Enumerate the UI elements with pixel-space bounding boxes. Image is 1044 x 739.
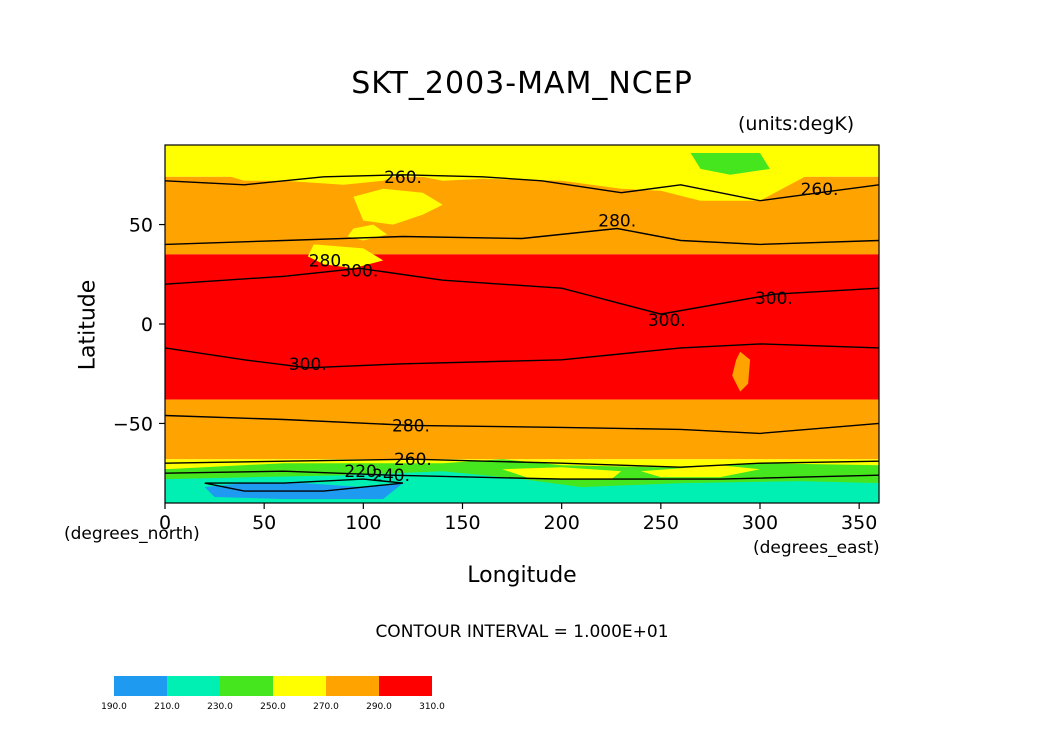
temperature-field: 260.260.280.280.300.300.300.300.280.260.… xyxy=(165,145,879,503)
x-tick-label: 0 xyxy=(159,512,171,534)
weddell-ice-region xyxy=(641,465,760,478)
siberia-cold-region xyxy=(353,188,443,225)
contour-label: 280. xyxy=(598,212,636,232)
contour-label: 260. xyxy=(801,180,839,200)
greenland-region xyxy=(690,153,770,175)
units-label: (units:degK) xyxy=(738,113,855,135)
colorbar-swatch xyxy=(220,676,273,696)
x-tick-label: 250 xyxy=(643,512,679,534)
x-axis-title: Longitude xyxy=(467,563,577,588)
y-tick-label: 50 xyxy=(129,215,153,237)
colorbar-label: 290.0 xyxy=(366,702,392,712)
map-plot-area: 260.260.280.280.300.300.300.300.280.260.… xyxy=(165,145,879,503)
tibet-cold-region xyxy=(307,244,384,269)
chart-title: SKT_2003-MAM_NCEP xyxy=(351,66,693,101)
contour-line-260 xyxy=(165,174,879,202)
colorbar-label: 210.0 xyxy=(154,702,180,712)
colorbar-swatch xyxy=(273,676,326,696)
ross-ice-region xyxy=(502,467,622,480)
temperature-zone xyxy=(165,399,879,460)
x-axis-unit: (degrees_east) xyxy=(753,538,880,558)
x-tick-label: 300 xyxy=(742,512,778,534)
y-tick-label: −50 xyxy=(113,413,153,435)
contour-label: 300. xyxy=(340,261,378,281)
contour-line-300-south xyxy=(165,343,879,369)
colorbar: 190.0 210.0 230.0 250.0 270.0 290.0 310.0 xyxy=(101,676,445,712)
colorbar-label: 310.0 xyxy=(419,702,445,712)
contour-line-280 xyxy=(165,227,879,246)
contour-label: 260. xyxy=(394,450,432,470)
contour-line-260-south xyxy=(165,458,879,468)
mongolia-cold-region xyxy=(347,224,388,241)
contour-label: 240. xyxy=(372,466,410,486)
contour-line-220 xyxy=(204,478,404,492)
contour-label: 300. xyxy=(648,311,686,331)
colorbar-label: 270.0 xyxy=(313,702,339,712)
colorbar-label: 250.0 xyxy=(260,702,286,712)
axes: 0 50 100 150 200 250 300 350 −50 0 50 xyxy=(113,144,880,534)
contour-line-240 xyxy=(165,470,879,480)
contour-label: 220. xyxy=(344,462,382,482)
x-tick-label: 350 xyxy=(841,512,877,534)
contour-label: 260. xyxy=(384,168,422,188)
x-tick-label: 200 xyxy=(544,512,580,534)
y-tick-label: 0 xyxy=(141,314,153,336)
x-tick-label: 50 xyxy=(252,512,276,534)
colorbar-swatch xyxy=(167,676,220,696)
contour-interval-note: CONTOUR INTERVAL = 1.000E+01 xyxy=(375,622,669,642)
y-axis-unit: (degrees_north) xyxy=(64,524,200,544)
colorbar-label: 230.0 xyxy=(207,702,233,712)
andes-region xyxy=(732,351,751,392)
contour-label: 300. xyxy=(755,289,793,309)
y-axis-title: Latitude xyxy=(75,279,101,371)
contour-line-300 xyxy=(165,267,879,315)
contour-line-280-south xyxy=(165,414,879,435)
x-tick-label: 150 xyxy=(444,512,480,534)
contour-label: 280. xyxy=(392,416,430,436)
x-tick-label: 100 xyxy=(345,512,381,534)
colorbar-swatch xyxy=(379,676,432,696)
colorbar-swatch xyxy=(114,676,167,696)
contour-label: 280. xyxy=(309,251,347,271)
colorbar-label: 190.0 xyxy=(101,702,127,712)
colorbar-swatch xyxy=(326,676,379,696)
contour-label: 300. xyxy=(289,355,327,375)
patagonia-region xyxy=(732,403,745,432)
temperature-zone xyxy=(165,254,879,400)
